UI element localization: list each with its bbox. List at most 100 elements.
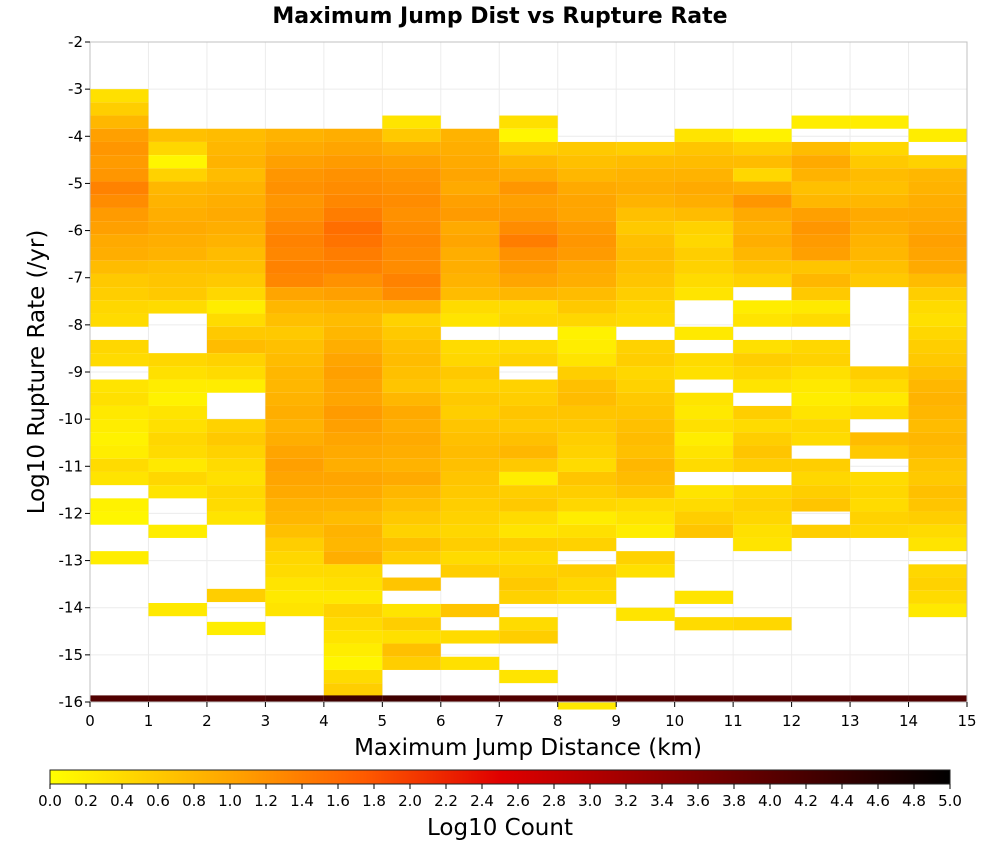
heatmap-cell xyxy=(733,458,792,472)
heatmap-cell xyxy=(616,313,675,327)
heatmap-cell xyxy=(206,588,266,603)
heatmap-cell xyxy=(850,511,909,525)
colorbar-tick-label: 2.6 xyxy=(506,792,530,810)
heatmap-cell xyxy=(206,300,266,314)
heatmap-cell xyxy=(90,221,149,235)
heatmap-cell xyxy=(557,141,617,156)
heatmap-cell xyxy=(148,432,207,446)
heatmap-cell xyxy=(908,260,967,274)
heatmap-cell xyxy=(440,432,500,446)
heatmap-cell xyxy=(733,353,792,367)
y-tick-label: -13 xyxy=(59,552,84,570)
heatmap-cell xyxy=(206,458,266,472)
heatmap-cell xyxy=(674,141,734,156)
heatmap-cell xyxy=(265,353,324,367)
heatmap-cell xyxy=(90,234,149,248)
heatmap-cell xyxy=(90,141,149,156)
heatmap-cell xyxy=(557,564,617,578)
heatmap-cell xyxy=(382,695,441,702)
heatmap-cell xyxy=(382,300,441,314)
heatmap-cell xyxy=(908,498,967,512)
heatmap-cell xyxy=(499,630,558,644)
colorbar xyxy=(49,769,951,785)
heatmap-cell xyxy=(908,524,967,538)
heatmap-cell xyxy=(90,458,149,472)
x-tick-label: 7 xyxy=(494,712,504,730)
heatmap-cell xyxy=(850,194,909,208)
heatmap-cell xyxy=(557,590,617,604)
x-tick-label: 0 xyxy=(85,712,95,730)
heatmap-cell xyxy=(733,260,792,274)
heatmap-cell xyxy=(733,181,792,195)
heatmap-cell xyxy=(440,300,500,314)
heatmap-cell xyxy=(148,234,207,248)
heatmap-cell xyxy=(323,551,383,565)
heatmap-cell xyxy=(382,485,441,499)
heatmap-cell xyxy=(791,405,851,420)
heatmap-cell xyxy=(265,221,324,235)
heatmap-cell xyxy=(206,273,266,288)
heatmap-cell xyxy=(908,432,967,446)
heatmap-cell xyxy=(616,695,675,702)
colorbar-tick-label: 1.0 xyxy=(218,792,242,810)
heatmap-cell xyxy=(733,221,792,235)
heatmap-cell xyxy=(791,339,851,354)
heatmap-cell xyxy=(850,115,909,129)
heatmap-cell xyxy=(265,273,324,288)
heatmap-cell xyxy=(791,221,851,235)
heatmap-cell xyxy=(90,392,149,406)
heatmap-cell xyxy=(382,511,441,525)
heatmap-cell xyxy=(440,260,500,274)
y-tick-label: -4 xyxy=(68,127,83,145)
heatmap-cell xyxy=(323,273,383,288)
heatmap-cell xyxy=(148,273,207,288)
heatmap-cell xyxy=(206,353,266,367)
heatmap-cell xyxy=(850,247,909,261)
heatmap-cell xyxy=(90,155,149,169)
heatmap-cell xyxy=(440,511,500,525)
x-tick-label: 8 xyxy=(553,712,563,730)
heatmap-cell xyxy=(382,551,441,565)
heatmap-cell xyxy=(148,405,207,420)
heatmap-cell xyxy=(616,221,675,235)
x-tick-label: 9 xyxy=(611,712,621,730)
x-tick-label: 13 xyxy=(841,712,860,730)
heatmap-cell xyxy=(382,458,441,472)
heatmap-cell xyxy=(733,445,792,459)
heatmap-cell xyxy=(440,141,500,156)
heatmap-cell xyxy=(90,498,149,512)
heatmap-cell xyxy=(791,207,851,222)
heatmap-cell xyxy=(733,695,792,702)
colorbar-tick-label: 2.0 xyxy=(398,792,422,810)
heatmap-cell xyxy=(499,405,558,420)
colorbar-tick-label: 2.2 xyxy=(434,792,458,810)
heatmap-cell xyxy=(382,471,441,486)
heatmap-cell xyxy=(265,247,324,261)
heatmap-cell xyxy=(616,607,675,621)
heatmap-cell xyxy=(440,353,500,367)
x-axis-title: Maximum Jump Distance (km) xyxy=(354,735,702,761)
heatmap-cell xyxy=(674,617,734,631)
heatmap-cell xyxy=(733,617,792,631)
heatmap-cell xyxy=(440,405,500,420)
heatmap-cell xyxy=(733,194,792,208)
heatmap-cell xyxy=(323,683,383,697)
heatmap-cell xyxy=(206,419,266,433)
heatmap-cell xyxy=(382,207,441,222)
heatmap-cell xyxy=(206,234,266,248)
colorbar-tick-label: 0.6 xyxy=(146,792,170,810)
heatmap-cell xyxy=(382,643,441,657)
colorbar-tick-label: 4.8 xyxy=(902,792,926,810)
heatmap-cell xyxy=(499,564,558,578)
heatmap-cell xyxy=(733,405,792,420)
heatmap-cell xyxy=(850,221,909,235)
heatmap-cell xyxy=(908,564,967,578)
heatmap-cell xyxy=(850,155,909,169)
heatmap-cell xyxy=(90,273,149,288)
heatmap-cell xyxy=(616,471,675,486)
heatmap-cell xyxy=(323,590,383,604)
heatmap-cell xyxy=(265,234,324,248)
heatmap-cell xyxy=(148,524,207,538)
heatmap-cell xyxy=(908,590,967,604)
heatmap-cell xyxy=(382,221,441,235)
